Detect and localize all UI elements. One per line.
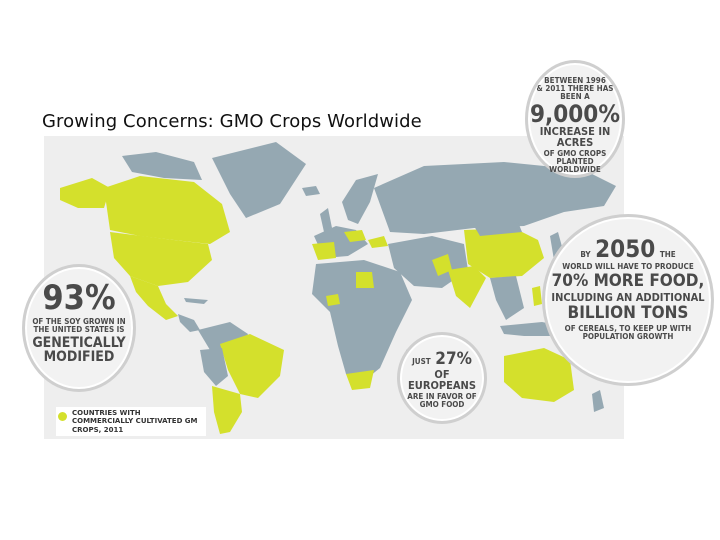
callout-acres: Between 1996 & 2011 there has been a 9,0… [525,60,625,178]
region-burkina-faso [326,294,340,306]
region-uk [320,208,332,232]
region-arctic-canada [122,152,202,180]
region-central-europe [344,230,366,242]
region-eastern-europe-gm [368,236,388,248]
europeans-line4: GMO food [419,400,465,409]
region-russia [374,162,616,234]
soy-line3: genetically [32,335,126,351]
acres-figure: 9,000% [530,100,620,128]
soy-line1: of the soy grown in [32,317,126,326]
food-line4: including an additional [551,291,705,304]
world-map [44,136,624,439]
region-australia [504,348,574,402]
region-usa [110,232,212,286]
food-line3: 70% more food, [551,271,705,291]
europeans-just: Just [412,357,431,366]
region-brazil [220,334,284,398]
acres-line4: of GMO crops planted [543,149,607,166]
legend-swatch-gm [58,412,67,421]
food-line2: world will have to produce [562,262,694,271]
soy-line4: modified [43,349,115,365]
region-india [448,266,486,308]
map-legend: Countries with commercially cultivated G… [56,407,206,437]
soy-figure: 93% [42,278,116,318]
region-philippines [532,286,542,306]
region-china [464,228,544,278]
region-scandinavia [342,174,378,224]
region-canada [104,176,230,244]
region-andes [200,348,228,386]
region-pakistan [432,254,452,276]
callout-europeans: Just 27% of Europeans are in favor of GM… [397,332,487,424]
region-africa [312,260,412,384]
acres-line1: Between 1996 [544,76,606,85]
legend-label: Countries with commercially cultivated G… [72,409,198,434]
region-middle-east [388,236,468,288]
acres-line3: Increase in acres [539,125,611,149]
food-year: 2050 [595,235,656,263]
europeans-figure: 27% [435,349,472,369]
region-southeast-asia [490,276,524,320]
food-line6: of cereals, to keep up with [564,324,692,333]
region-greenland [212,142,306,218]
world-map-graphic [60,142,616,434]
food-line7: population growth [582,332,674,341]
region-south-africa [346,370,374,390]
europeans-line3: are in favor of [407,392,477,401]
callout-food: By 2050 the world will have to produce 7… [542,214,714,386]
region-new-zealand [592,390,604,412]
region-egypt [356,272,374,288]
soy-line2: the United States is [33,325,125,334]
food-by: By [580,250,591,259]
food-the: the [659,250,676,259]
region-mexico [130,276,178,320]
region-southern-cone [212,386,242,434]
food-line5: billion tons [567,303,689,323]
region-alaska [60,178,110,208]
acres-line2: & 2011 there has been a [536,84,614,101]
slide-title: Growing Concerns: GMO Crops Worldwide [42,111,422,132]
europeans-line2: of Europeans [408,368,476,392]
region-spain [312,242,336,260]
callout-soy: 93% of the soy grown in the United State… [22,264,136,392]
region-central-america [178,314,200,332]
region-mongolia [474,222,522,236]
europeans-line1: Just 27% [400,351,484,368]
region-caribbean [184,298,208,304]
food-line1: By 2050 the [545,237,711,261]
acres-line5: worldwide [549,165,601,174]
region-iceland [302,186,320,196]
